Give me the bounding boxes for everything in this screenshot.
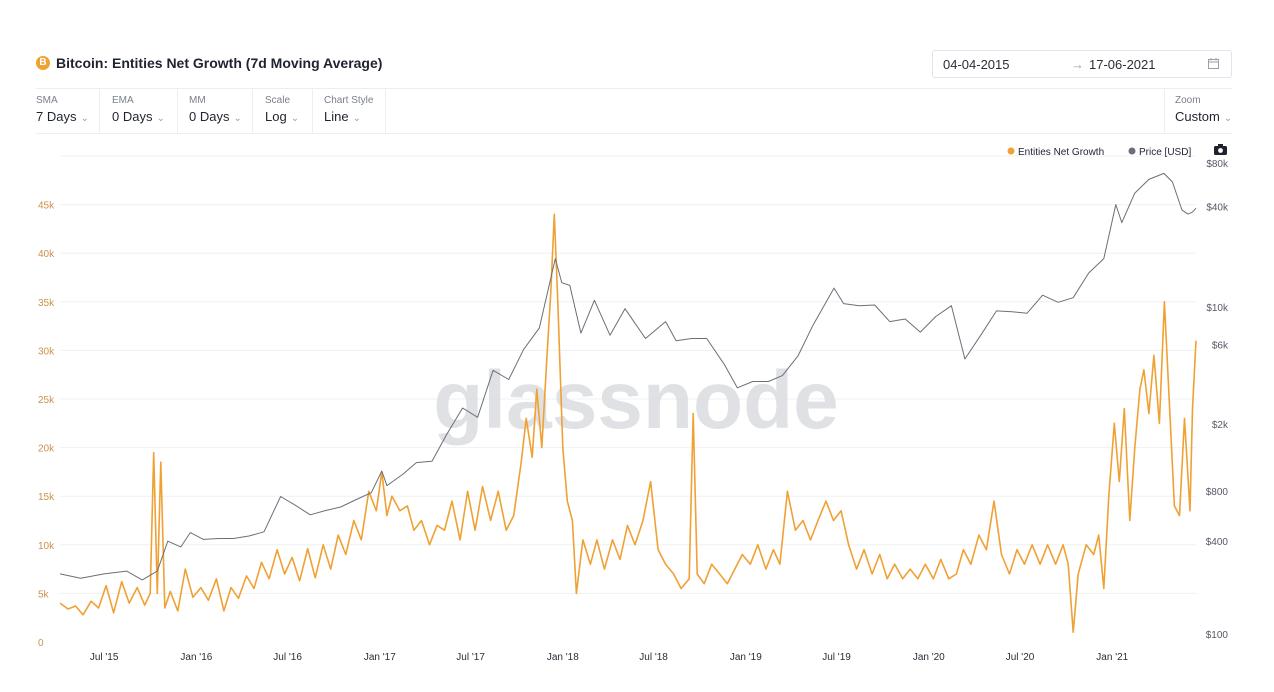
y-right-tick-label: $6k [1212,340,1229,351]
mm-value: 0 Days [189,109,230,124]
chart-style-label: Chart Style [324,95,374,106]
chart-title: Bitcoin: Entities Net Growth (7d Moving … [56,55,383,71]
y-left-tick-label: 45k [38,201,55,212]
chevron-down-icon: ⌄ [352,113,361,124]
y-right-tick-label: $40k [1206,202,1229,213]
scale-dropdown[interactable]: Scale Log ⌄ [265,89,313,133]
legend: Entities Net Growth Price [USD] [1007,147,1191,158]
date-range-arrow: → [1071,57,1084,72]
sma-label: SMA [36,95,58,106]
sma-value: 7 Days [36,109,77,124]
price-series-line [59,172,1197,581]
zoom-dropdown[interactable]: Zoom Custom ⌄ [1164,89,1232,133]
y-left-tick-label: 20k [38,444,55,455]
mm-dropdown[interactable]: MM 0 Days ⌄ [189,89,253,133]
y-right-tick-label: $400 [1206,537,1229,548]
chart-header: B Bitcoin: Entities Net Growth (7d Movin… [36,50,1232,78]
x-tick-label: Jan '16 [180,652,212,663]
x-tick-label: Jul '15 [90,652,119,663]
y-right-tick-label: $10k [1206,303,1229,314]
y-left-tick-label: 35k [38,298,55,309]
x-tick-label: Jul '20 [1006,652,1035,663]
ema-label: EMA [112,95,134,106]
sma-dropdown[interactable]: SMA 7 Days ⌄ [36,89,100,133]
chevron-down-icon: ⌄ [233,113,242,124]
x-tick-label: Jul '16 [273,652,302,663]
x-axis: Jul '15 Jan '16 Jul '16 Jan '17 Jul '17 Jan '… [90,652,1129,663]
zoom-label: Zoom [1175,95,1201,106]
legend-label-entities[interactable]: Entities Net Growth [1018,147,1104,158]
ema-value: 0 Days [112,109,153,124]
y-right-tick-label: $2k [1212,420,1229,431]
date-range-picker[interactable]: 04-04-2015 → 17-06-2021 [932,50,1232,78]
gridlines [60,155,1196,594]
y-left-tick-label: 15k [38,492,55,503]
y-left-tick-label: 0 [38,638,44,649]
y-left-tick-label: 10k [38,541,55,552]
date-start-input[interactable]: 04-04-2015 [943,57,1010,72]
x-tick-label: Jan '17 [364,652,396,663]
x-tick-label: Jan '20 [913,652,945,663]
zoom-value: Custom [1175,109,1220,124]
watermark: glassnode [433,355,839,446]
chart-style-value: Line [324,109,349,124]
y-left-axis: 0 5k 10k 15k 20k 25k 30k 35k 40k 45k [38,201,55,649]
x-tick-label: Jan '21 [1096,652,1128,663]
y-left-tick-label: 40k [38,249,55,260]
chart-controls-bar: SMA 7 Days ⌄ EMA 0 Days ⌄ MM 0 Days ⌄ Scale… [36,88,1232,134]
camera-icon[interactable] [1214,144,1227,155]
chevron-down-icon: ⌄ [156,113,165,124]
scale-label: Scale [265,95,291,106]
x-tick-label: Jan '19 [730,652,762,663]
legend-dot-price [1128,147,1136,155]
y-left-tick-label: 30k [38,346,55,357]
y-right-tick-label: $100 [1206,630,1229,641]
chevron-down-icon: ⌄ [80,113,89,124]
calendar-icon[interactable] [1208,58,1219,69]
date-end-input[interactable]: 17-06-2021 [1089,57,1156,72]
chart-style-dropdown[interactable]: Chart Style Line ⌄ [324,89,386,133]
x-tick-label: Jul '19 [822,652,851,663]
x-tick-label: Jul '17 [456,652,485,663]
y-right-tick-label: $800 [1206,487,1229,498]
series-group [59,172,1197,634]
entities-net-growth-series-line [59,213,1197,634]
y-left-tick-label: 5k [38,589,50,600]
y-right-axis: $100 $400 $800 $2k $6k $10k $40k $80k [1206,159,1229,641]
bitcoin-icon: B [36,56,50,70]
x-tick-label: Jan '18 [547,652,579,663]
y-left-tick-label: 25k [38,395,55,406]
chevron-down-icon: ⌄ [290,113,300,124]
x-tick-label: Jul '18 [639,652,668,663]
legend-dot-entities [1007,147,1015,155]
chevron-down-icon: ⌄ [1223,113,1233,124]
ema-dropdown[interactable]: EMA 0 Days ⌄ [112,89,178,133]
legend-label-price[interactable]: Price [USD] [1139,147,1191,158]
y-right-tick-label: $80k [1206,159,1229,170]
scale-value: Log [265,109,287,124]
mm-label: MM [189,95,206,106]
